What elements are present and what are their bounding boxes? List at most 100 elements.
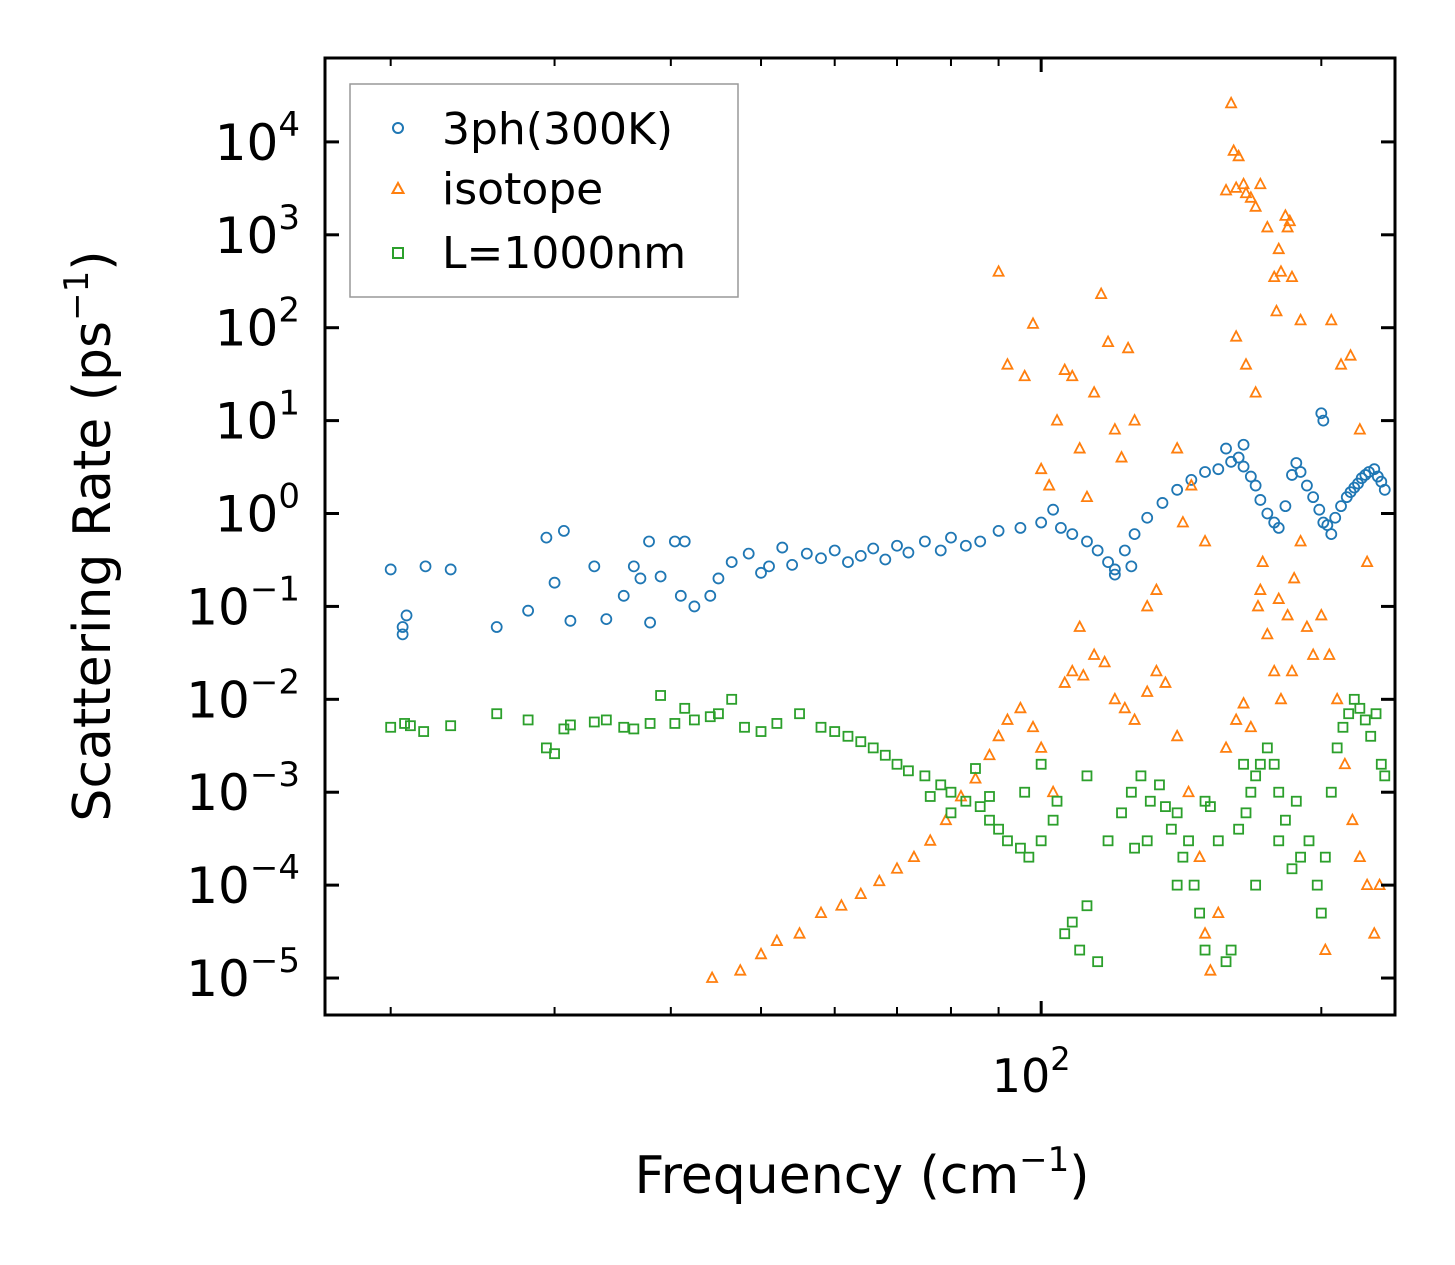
data-point [1250, 770, 1262, 782]
data-point [1115, 450, 1129, 463]
data-point [1042, 478, 1056, 491]
data-point [984, 814, 995, 826]
data-point [1211, 905, 1225, 918]
data-point [842, 730, 854, 742]
data-point [419, 560, 432, 573]
data-point [1294, 466, 1307, 478]
data-point [879, 553, 892, 566]
data-point [1273, 835, 1285, 847]
data-point [1365, 730, 1377, 742]
data-point [742, 547, 755, 560]
data-point [1193, 849, 1207, 863]
y-axis-label-close: ) [63, 250, 123, 270]
data-point [1087, 647, 1101, 660]
data-point [564, 614, 577, 627]
data-point [776, 541, 789, 554]
data-point [1249, 385, 1263, 398]
data-point [1272, 522, 1285, 534]
data-point [959, 539, 972, 552]
data-point [600, 613, 613, 626]
data-point [1140, 684, 1154, 697]
data-point [1359, 469, 1372, 481]
data-point [588, 716, 600, 728]
data-point [1073, 619, 1087, 632]
data-point [891, 539, 903, 552]
data-point [1301, 479, 1313, 492]
data-point [1317, 414, 1330, 427]
data-point [1058, 362, 1072, 375]
data-point [688, 600, 701, 613]
data-point [1108, 691, 1122, 705]
data-point [1128, 712, 1142, 725]
ticks-layer: 10−5 10−4 10−3 10−2 10−1 100 101 102 103 104 102 [186, 58, 1395, 1103]
data-point [1199, 466, 1211, 478]
x-axis-label-close: ) [1069, 1146, 1089, 1206]
data-point [1322, 647, 1336, 660]
data-point [1051, 795, 1063, 807]
data-point [396, 628, 409, 641]
data-point [1261, 507, 1274, 520]
data-point [1325, 528, 1338, 541]
data-point [1253, 582, 1267, 595]
data-point [1081, 770, 1093, 782]
data-point [829, 726, 841, 737]
data-point [1274, 691, 1288, 705]
data-point [674, 589, 687, 602]
y-tick-label: 104 [215, 105, 300, 172]
data-point [1165, 823, 1177, 835]
data-point [1171, 483, 1184, 496]
data-point [983, 747, 996, 761]
data-point [924, 791, 936, 802]
data-point [617, 589, 630, 602]
data-point [1092, 956, 1104, 968]
data-point [1318, 942, 1332, 955]
data-point [1000, 712, 1014, 725]
data-point [1355, 472, 1368, 485]
data-point [945, 531, 957, 544]
data-point [1212, 463, 1225, 476]
data-point [1345, 812, 1359, 826]
data-point [879, 749, 891, 761]
data-point [1035, 758, 1047, 770]
data-point [890, 861, 904, 874]
data-point [945, 786, 957, 798]
data-point [1286, 863, 1298, 875]
data-point [867, 542, 880, 555]
y-tick-label: 103 [215, 198, 300, 265]
data-point [992, 524, 1005, 537]
data-point [974, 801, 986, 813]
data-point [1118, 700, 1132, 714]
data-point [855, 736, 867, 748]
data-point [1019, 786, 1031, 798]
data-point [1141, 511, 1154, 524]
legend-triangle-marker [390, 180, 406, 194]
data-point [1121, 340, 1135, 354]
data-point [1285, 269, 1299, 283]
data-point [1238, 758, 1249, 770]
data-point [902, 765, 914, 777]
data-point [385, 721, 397, 733]
data-point [800, 547, 813, 560]
data-point [1232, 451, 1245, 464]
data-point [1076, 668, 1090, 681]
data-point [1002, 835, 1013, 847]
data-point [522, 714, 534, 726]
data-point [1311, 879, 1323, 891]
data-point [1194, 907, 1206, 919]
data-point [1118, 544, 1131, 557]
data-point [1081, 535, 1093, 548]
data-point [1154, 779, 1165, 791]
data-point [1066, 528, 1079, 541]
data-point [815, 552, 827, 565]
data-point [1135, 770, 1147, 782]
data-point [1285, 663, 1299, 677]
data-point [654, 570, 667, 583]
data-point [1237, 460, 1250, 473]
data-point [1256, 554, 1270, 567]
data-point [1254, 494, 1267, 506]
data-point [1199, 795, 1211, 807]
legend-entry-l1000nm: L=1000nm [392, 228, 686, 279]
data-point [1125, 786, 1137, 798]
data-point [1158, 675, 1172, 688]
